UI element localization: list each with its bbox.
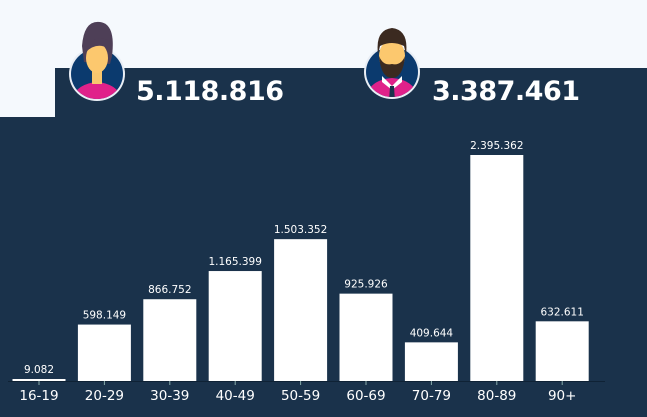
- bar-40-49: [208, 271, 262, 381]
- x-tick-label: 16-19: [19, 388, 58, 404]
- x-tick-label: 40-49: [216, 388, 255, 404]
- bar-50-59: [274, 239, 328, 381]
- x-tick-label: 30-39: [150, 388, 189, 404]
- bar-16-19: [12, 379, 66, 381]
- x-tick-label: 50-59: [281, 388, 320, 404]
- data-label: 2.395.362: [470, 140, 523, 152]
- data-label: 866.752: [148, 284, 191, 296]
- bar-20-29: [77, 324, 131, 381]
- x-tick-label: 90+: [548, 388, 577, 404]
- bar-30-39: [143, 299, 197, 381]
- data-label: 598.149: [83, 310, 126, 322]
- bar-90+: [535, 321, 589, 381]
- male-total: 3.387.461: [432, 76, 580, 107]
- data-label: 925.926: [344, 279, 388, 291]
- female-total: 5.118.816: [136, 76, 284, 107]
- x-tick-label: 60-69: [346, 388, 385, 404]
- male-avatar-icon: [364, 28, 420, 99]
- bar-60-69: [339, 293, 393, 381]
- data-label: 409.644: [410, 327, 454, 339]
- x-tick-label: 80-89: [477, 388, 516, 404]
- data-label: 9.082: [24, 364, 54, 376]
- bar-70-79: [404, 342, 458, 381]
- data-label: 632.611: [540, 306, 583, 318]
- female-avatar-icon: [69, 21, 125, 101]
- x-tick-label: 20-29: [85, 388, 124, 404]
- data-label: 1.165.399: [208, 256, 261, 268]
- data-label: 1.503.352: [274, 224, 327, 236]
- bar-80-89: [470, 155, 524, 381]
- x-tick-label: 70-79: [412, 388, 451, 404]
